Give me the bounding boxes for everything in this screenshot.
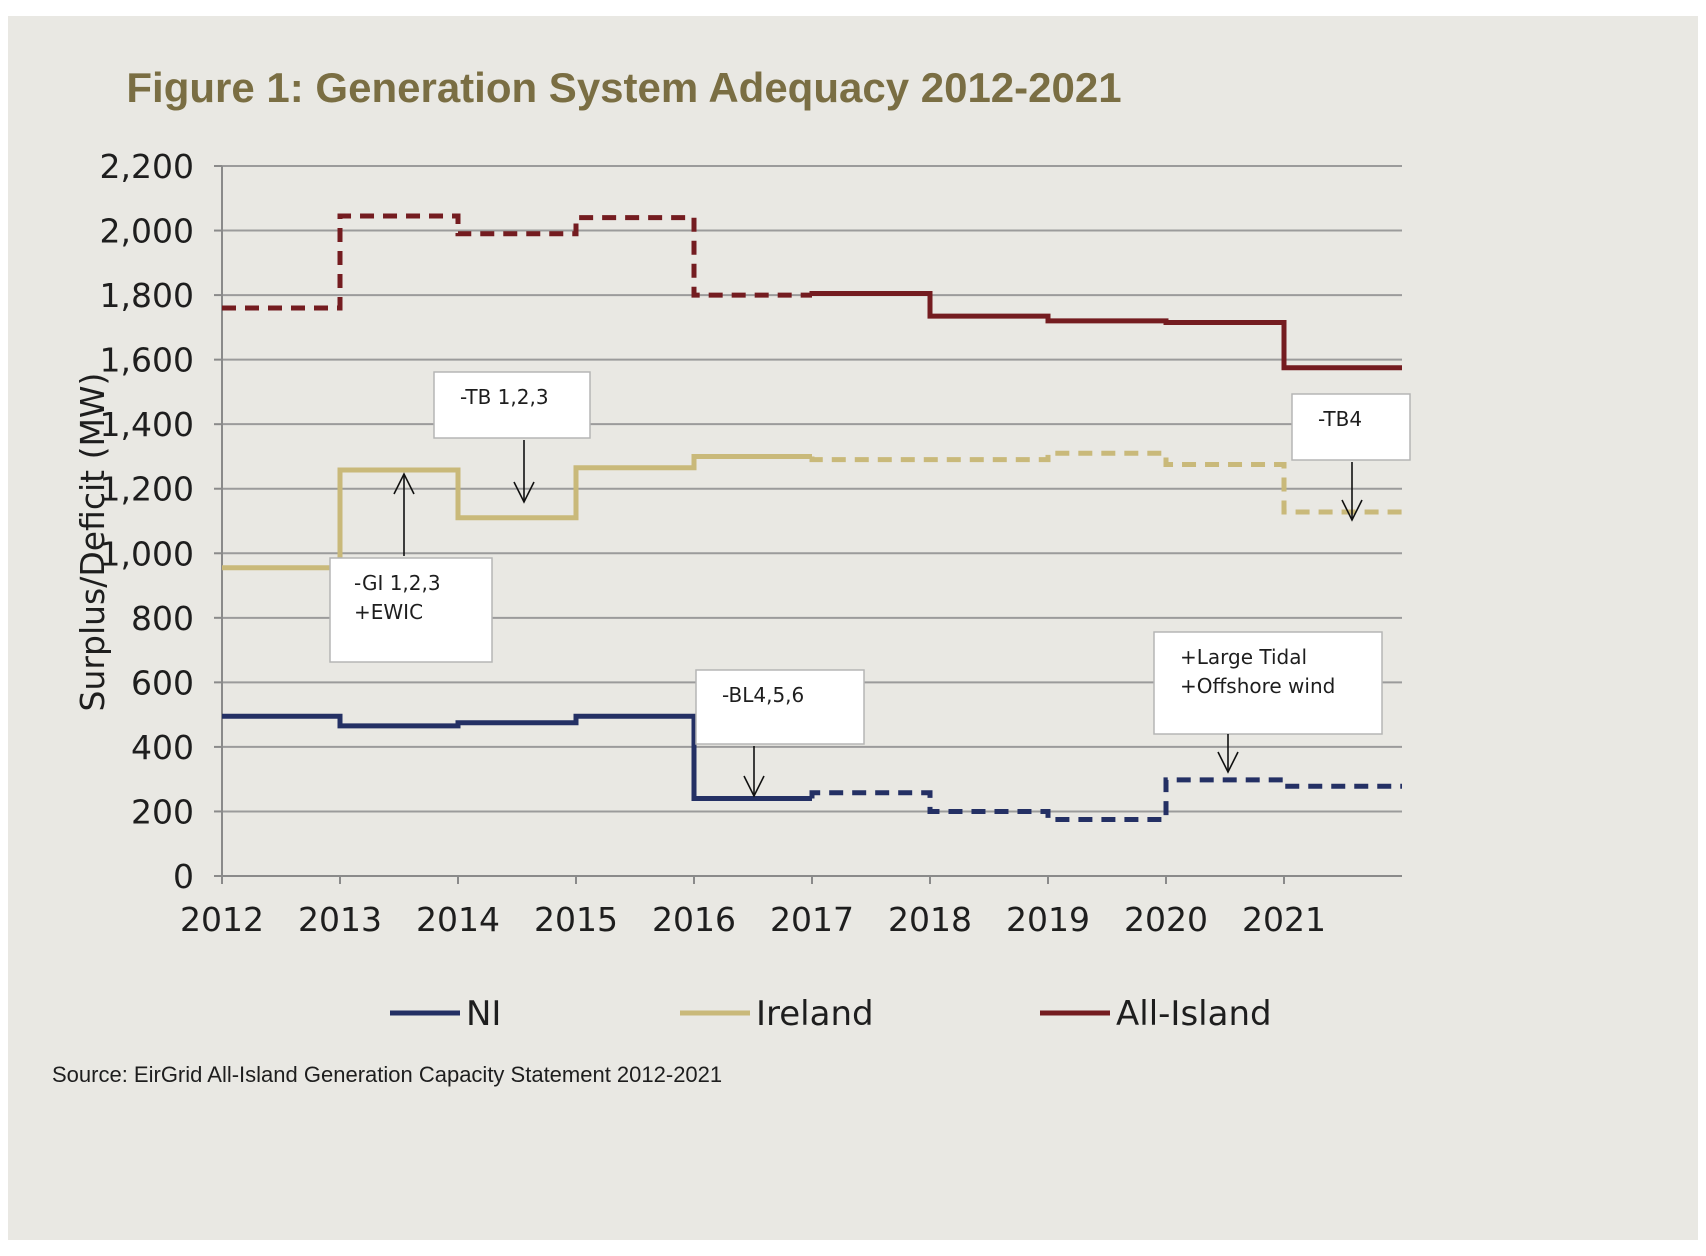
annotation-arrowhead <box>393 472 415 495</box>
y-tick-label: 1,000 <box>100 534 194 573</box>
legend-label-all-island: All-Island <box>1116 994 1272 1034</box>
legend-label-ireland: Ireland <box>756 994 874 1034</box>
annotation: -GI 1,2,3 +EWIC <box>329 472 493 663</box>
x-tick-label: 2020 <box>1124 900 1208 939</box>
y-tick-label: 1,800 <box>100 276 194 315</box>
annotation-text: +Large Tidal <box>1180 645 1307 669</box>
x-tick-label: 2012 <box>180 900 264 939</box>
series-line-all-island-solid <box>809 290 1402 371</box>
annotation-box <box>1291 393 1411 461</box>
annotation-box <box>1153 631 1383 735</box>
annotation-arrowhead <box>1341 499 1363 522</box>
annotation-text: +EWIC <box>354 600 423 624</box>
annotation: -BL4,5,6 <box>695 669 865 798</box>
annotation-text: -TB 1,2,3 <box>460 385 549 409</box>
annotation-arrowhead <box>1217 751 1239 774</box>
annotation-box <box>433 371 591 439</box>
legend: NI Ireland All-Island <box>390 994 1272 1034</box>
x-axis-ticks: 2012 2013 2014 2015 2016 2017 2018 2019 2020 2021 <box>180 876 1326 939</box>
x-tick-label: 2019 <box>1006 900 1090 939</box>
annotation-text: -TB4 <box>1318 407 1362 431</box>
y-tick-label: 1,600 <box>100 341 194 380</box>
y-tick-label: 600 <box>131 663 194 702</box>
x-tick-label: 2013 <box>298 900 382 939</box>
annotation-arrowhead <box>743 775 765 798</box>
chart-title: Figure 1: Generation System Adequacy 201… <box>126 64 1121 111</box>
y-axis-ticks: 0 200 400 600 800 1,000 1,200 1,400 1,600 1,800 2,… <box>100 147 222 896</box>
annotation: -TB4 <box>1291 393 1411 522</box>
series-line-ni-solid <box>222 713 812 802</box>
annotations: -TB 1,2,3 -GI 1,2,3 +EWIC -TB4 -BL4,5,6 +Larg… <box>329 371 1411 798</box>
x-tick-label: 2021 <box>1242 900 1326 939</box>
annotation-text: -GI 1,2,3 <box>354 571 441 595</box>
annotation-text: -BL4,5,6 <box>722 683 804 707</box>
series-lines <box>222 213 1402 823</box>
y-tick-label: 0 <box>173 857 194 896</box>
x-tick-label: 2017 <box>770 900 854 939</box>
y-tick-label: 1,200 <box>100 470 194 509</box>
y-tick-label: 1,400 <box>100 405 194 444</box>
figure-panel: Figure 1: Generation System Adequacy 201… <box>8 16 1698 1240</box>
annotation-box <box>695 669 865 745</box>
annotation: -TB 1,2,3 <box>433 371 591 504</box>
series-line-ireland-dashed <box>809 450 1402 515</box>
annotation: +Large Tidal +Offshore wind <box>1153 631 1383 774</box>
y-tick-label: 200 <box>131 792 194 831</box>
series-line-ni-dashed <box>809 777 1402 823</box>
y-tick-label: 2,000 <box>100 212 194 251</box>
series-line-ireland-solid <box>222 453 812 571</box>
chart: Figure 1: Generation System Adequacy 201… <box>52 64 1411 1087</box>
y-axis-label: Surplus/Deficit (MW) <box>73 373 112 712</box>
annotation-arrowhead <box>513 481 535 504</box>
annotation-box <box>329 557 493 663</box>
y-tick-label: 2,200 <box>100 147 194 186</box>
x-tick-label: 2016 <box>652 900 736 939</box>
x-tick-label: 2014 <box>416 900 500 939</box>
y-tick-label: 800 <box>131 599 194 638</box>
annotation-text: +Offshore wind <box>1180 674 1335 698</box>
axes <box>221 166 1402 877</box>
source-note: Source: EirGrid All-Island Generation Ca… <box>52 1062 722 1087</box>
series-line-all-island-dashed <box>222 213 812 311</box>
x-tick-label: 2015 <box>534 900 618 939</box>
y-tick-label: 400 <box>131 728 194 767</box>
legend-label-ni: NI <box>466 994 501 1034</box>
x-tick-label: 2018 <box>888 900 972 939</box>
